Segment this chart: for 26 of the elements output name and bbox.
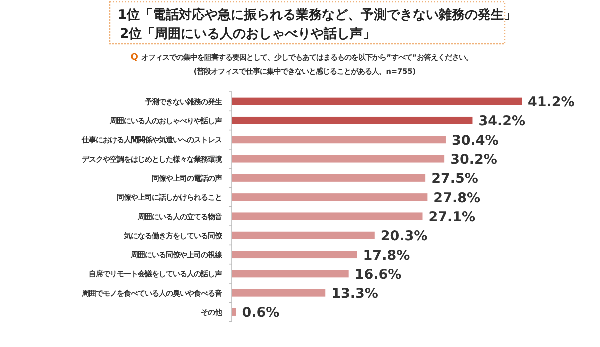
bar bbox=[232, 270, 349, 278]
bar bbox=[232, 232, 375, 240]
data-label: 30.2% bbox=[450, 152, 498, 168]
data-label: 20.3% bbox=[380, 228, 428, 245]
chart-title: 1位「電話対応や急に振られる業務など、予測できない雑務の発生」 bbox=[118, 7, 517, 23]
bar bbox=[232, 155, 445, 163]
data-label: 27.8% bbox=[434, 190, 481, 206]
bar bbox=[232, 194, 428, 202]
bar bbox=[232, 289, 326, 297]
data-label: 27.5% bbox=[432, 171, 479, 188]
data-label: 27.1% bbox=[428, 209, 476, 226]
bar bbox=[232, 136, 446, 144]
bar bbox=[232, 251, 358, 259]
bar bbox=[232, 174, 426, 182]
bar bbox=[232, 116, 473, 124]
text: Q bbox=[130, 53, 142, 63]
data-label: 41.2% bbox=[528, 94, 576, 111]
bar bbox=[232, 212, 423, 220]
bar bbox=[232, 98, 522, 106]
data-label: 16.6% bbox=[354, 266, 402, 283]
data-label: 13.3% bbox=[332, 286, 379, 302]
data-label: 17.8% bbox=[363, 248, 411, 264]
data-label: 34.2% bbox=[478, 114, 526, 130]
chart-subtitle: 2位「周囲にいる人のおしゃべりや話し声」 bbox=[120, 26, 376, 42]
data-label: 30.4% bbox=[452, 132, 500, 149]
data-label: 0.6% bbox=[242, 305, 280, 322]
